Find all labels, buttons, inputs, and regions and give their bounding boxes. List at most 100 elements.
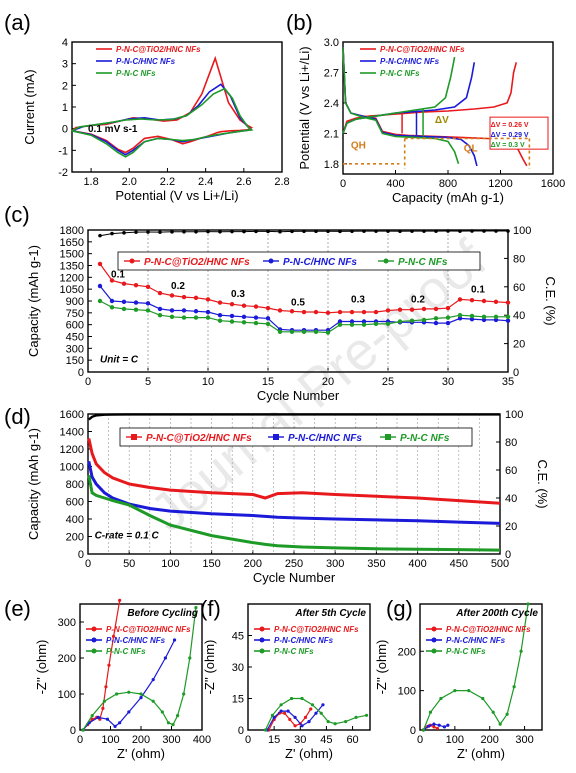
- e-data-point: [166, 721, 171, 725]
- c-legend-label: P-N-C/HNC NFs: [283, 257, 357, 268]
- c-data-point: [109, 298, 115, 304]
- g-plot-frame: [419, 603, 543, 731]
- b-ytick-label: 1.8: [324, 159, 339, 171]
- d-y2tick-label: 60: [505, 465, 517, 477]
- c-xtick-label: 20: [322, 376, 334, 388]
- c-rate-label: 0.3: [351, 295, 365, 306]
- c-data-point: [145, 308, 151, 313]
- g-legend-marker: [431, 648, 437, 654]
- c-data-point: [505, 300, 511, 305]
- c-data-point: [457, 313, 463, 318]
- c-data-point: [97, 283, 103, 289]
- c-data-point: [349, 309, 355, 315]
- e-data-point: [171, 723, 175, 727]
- e-series-line: [82, 607, 197, 731]
- c-data-point: [254, 229, 258, 234]
- g-series-line: [422, 603, 529, 731]
- c-ytick-label: 1350: [60, 261, 84, 273]
- a-xtick-label: 2.8: [274, 176, 289, 188]
- c-data-point: [434, 229, 438, 233]
- c-data-point: [469, 316, 475, 322]
- f-x-axis-label: Z' (ohm): [285, 746, 333, 761]
- c-data-point: [290, 229, 294, 234]
- f-data-point: [279, 703, 283, 707]
- d-ytick-label: 400: [66, 514, 84, 526]
- c-y-axis-label: Capacity (mAh g-1): [26, 245, 41, 357]
- f-xtick-label: 45: [320, 734, 332, 746]
- g-legend-marker: [431, 637, 437, 643]
- f-data-point: [300, 724, 304, 728]
- g-data-point: [453, 689, 457, 693]
- c-data-point: [169, 308, 175, 313]
- f-data-point: [289, 696, 294, 701]
- d-ytick-label: 1400: [60, 427, 84, 439]
- c-unit-label: Unit = C: [100, 355, 139, 366]
- c-data-point: [242, 229, 246, 234]
- c-data-point: [481, 298, 487, 304]
- panel-a-cv: 1.8 2.0 2.2 2.4 2.6 2.8 -2 -1 0 1 2 3 4 Potential (V …: [22, 37, 290, 203]
- panel-label-e: (e): [4, 596, 31, 621]
- a-xtick-label: 2.2: [160, 176, 175, 188]
- c-data-point: [302, 229, 306, 234]
- c-y2tick-label: 20: [513, 339, 525, 351]
- g-legend-label: P-N-C/HNC NFs: [446, 636, 506, 645]
- c-data-point: [337, 319, 343, 324]
- g-ytick-label: 100: [398, 686, 416, 698]
- g-ytick-label: 200: [398, 646, 416, 658]
- panel-label-a: (a): [4, 10, 31, 35]
- g-title: After 200th Cycle: [455, 608, 538, 619]
- d-y2tick-label: 20: [505, 521, 517, 533]
- c-data-point: [241, 320, 247, 325]
- c-y2-axis-label: C.E. (%): [543, 276, 558, 325]
- c-data-point: [481, 317, 487, 323]
- c-data-point: [278, 229, 282, 234]
- c-data-point: [457, 316, 463, 321]
- e-data-point: [118, 598, 122, 603]
- c-data-point: [253, 304, 259, 309]
- d-xtick-label: 200: [244, 558, 262, 570]
- c-data-point: [325, 310, 331, 316]
- g-legend-label: P-N-C@TiO2/HNC NFs: [446, 625, 531, 634]
- g-legend-marker: [431, 626, 437, 632]
- c-data-point: [158, 230, 162, 234]
- panel-c-rate: 0 5 10 15 20 25 30 3501503004506007509001050120…: [26, 225, 558, 403]
- f-data-point: [270, 713, 274, 717]
- c-data-point: [110, 231, 114, 236]
- e-data-point: [101, 706, 105, 711]
- a-ytick-label: -1: [58, 145, 68, 157]
- f-ytick-label: 0: [238, 725, 244, 737]
- c-data-point: [469, 313, 475, 319]
- c-data-point: [181, 308, 187, 313]
- f-ytick-label: 30: [232, 662, 244, 674]
- c-data-point: [133, 283, 139, 288]
- c-xtick-label: 0: [85, 376, 91, 388]
- e-data-point: [102, 699, 106, 703]
- d-series-line: [87, 475, 501, 552]
- d-xtick-label: 150: [202, 558, 220, 570]
- b-qh-label: QH: [351, 141, 366, 152]
- b-xtick-label: 800: [439, 178, 457, 190]
- c-data-point: [121, 306, 127, 312]
- c-y2tick-label: 100: [513, 225, 531, 237]
- c-data-point: [313, 329, 319, 334]
- c-data-point: [97, 298, 103, 304]
- c-data-point: [350, 229, 354, 234]
- c-data-point: [361, 319, 367, 324]
- b-dv-annotation: ΔV: [435, 115, 449, 126]
- f-legend-marker: [259, 637, 265, 643]
- d-legend-label: P-N-C/HNC NFs: [288, 433, 362, 444]
- c-ytick-label: 1800: [60, 225, 84, 237]
- e-series-line: [82, 600, 121, 731]
- c-data-point: [229, 319, 235, 324]
- panel-b-charge-discharge: 0 400 800 1200 1600 1.8 2.1 2.4 2.7 3.0 Capacity (…: [297, 37, 565, 205]
- f-data-point: [272, 715, 276, 720]
- e-data-point: [176, 714, 180, 718]
- c-data-point: [326, 229, 330, 234]
- e-legend-label: P-N-C@TiO2/HNC NFs: [106, 625, 191, 634]
- b-ytick-label: 2.4: [324, 98, 339, 110]
- c-ytick-label: 150: [66, 355, 84, 367]
- c-data-point: [482, 229, 486, 233]
- c-data-point: [458, 229, 462, 233]
